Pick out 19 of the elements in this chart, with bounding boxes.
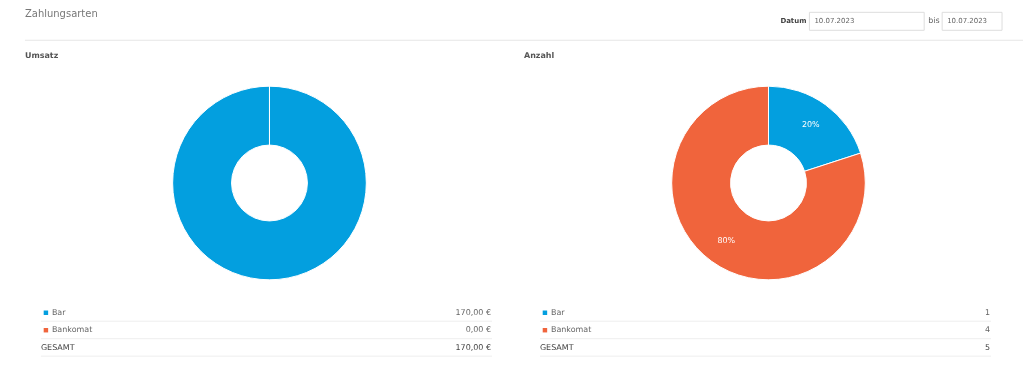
data-label: 1 xyxy=(984,307,991,317)
text: Zahlungsarten xyxy=(24,8,98,20)
text: bis xyxy=(928,16,940,26)
text: GESAMT xyxy=(539,342,574,352)
legend-label: Bar xyxy=(51,307,67,317)
text: 80% xyxy=(717,236,736,246)
text: 20% xyxy=(801,119,820,129)
donut-slice xyxy=(671,85,866,281)
legend-label: Bankomat xyxy=(550,325,592,335)
data-label: 170,00 € xyxy=(455,307,492,317)
text: GESAMT xyxy=(40,342,75,352)
legend-label: Bankomat xyxy=(51,325,93,335)
text: 0,00 € xyxy=(465,325,492,335)
text: 170,00 € xyxy=(455,342,492,352)
text: 5 xyxy=(984,342,991,352)
legend-label: Bar xyxy=(550,307,566,317)
data-label: 4 xyxy=(984,325,991,335)
chart-title: Anzahl xyxy=(523,51,555,61)
chart-title: Umsatz xyxy=(24,51,59,61)
